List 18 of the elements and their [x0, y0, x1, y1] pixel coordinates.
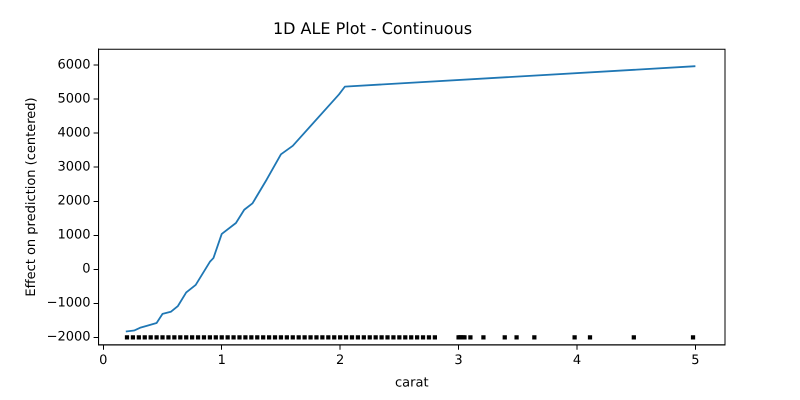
y-tick-label: 3000: [57, 160, 91, 175]
x-tick-label: 4: [572, 352, 582, 368]
x-axis-title: carat: [395, 376, 429, 391]
y-tick-label: 0: [82, 262, 91, 277]
x-tick-label: 3: [454, 352, 463, 368]
x-tick-label: 5: [691, 352, 700, 368]
y-tick-label: 1000: [57, 228, 91, 243]
y-axis-title: Effect on prediction (centered): [24, 97, 40, 297]
y-tick-label: 6000: [57, 58, 91, 73]
chart-title: 1D ALE Plot - Continuous: [272, 18, 472, 38]
y-tick-label: −2000: [46, 330, 91, 345]
x-tick-label: 2: [336, 352, 344, 368]
y-tick-label: 4000: [57, 126, 91, 141]
y-tick-label: 5000: [57, 92, 91, 107]
y-tick-label: 2000: [57, 194, 91, 209]
x-tick-label: 1: [218, 352, 226, 368]
x-tick-label: 0: [99, 352, 108, 368]
y-tick-label: −1000: [46, 296, 91, 311]
